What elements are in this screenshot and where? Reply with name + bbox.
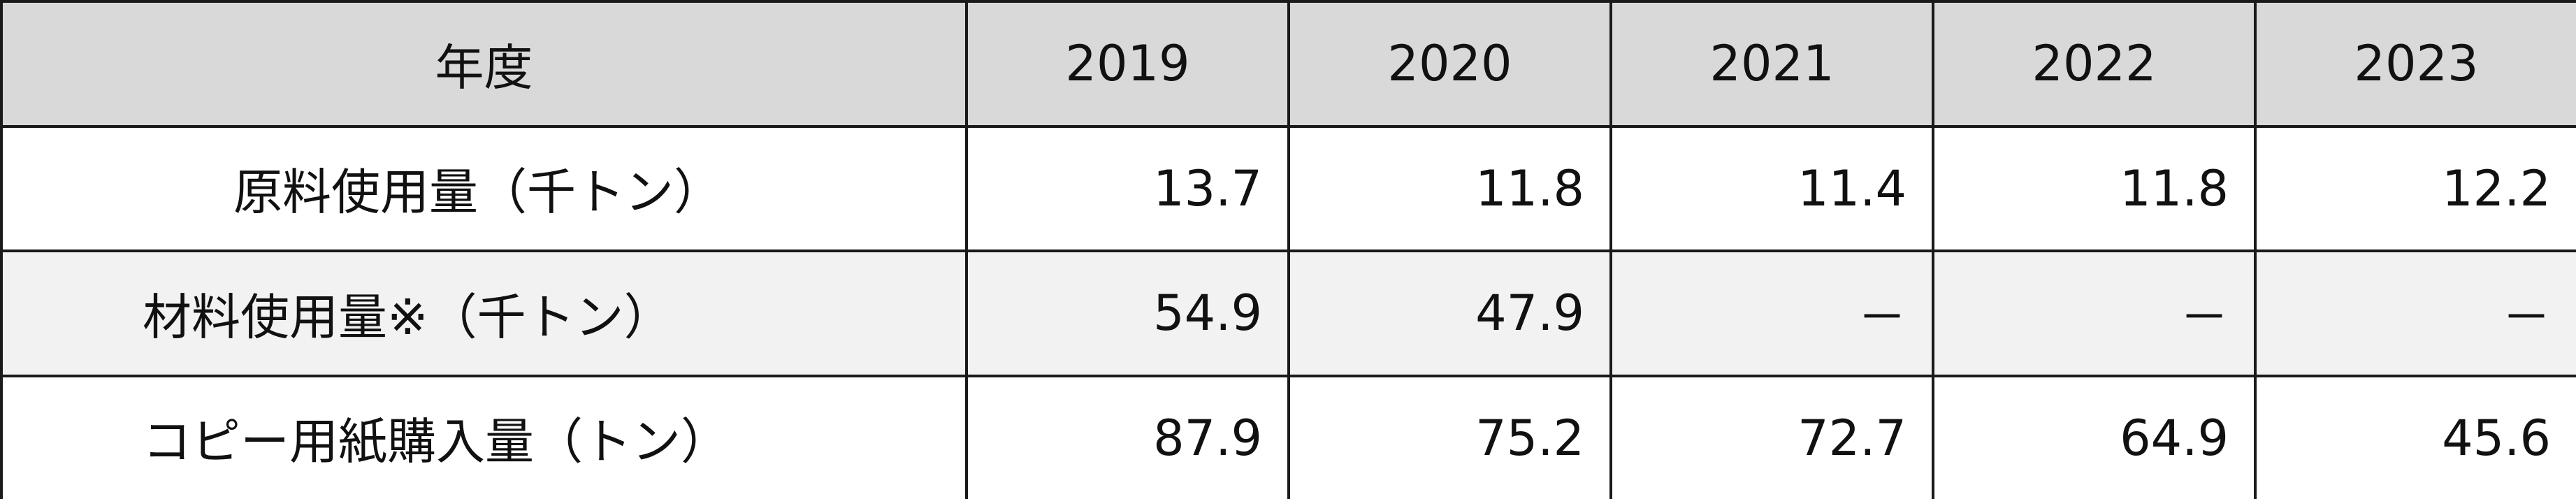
value-cell: 72.7 [1609,374,1934,499]
header-row: 年度 2019 2020 2021 2022 2023 [0,0,2576,128]
value-cell: 13.7 [965,124,1290,252]
year-header: 2019 [965,0,1290,128]
row-label: 原料使用量（千トン） [0,124,968,252]
value-cell: 87.9 [965,374,1290,499]
table-row: 原料使用量（千トン） 13.7 11.8 11.4 11.8 12.2 [0,124,2576,252]
header-label: 年度 [0,0,968,128]
row-label: コピー用紙購入量（トン） [0,374,968,499]
year-header: 2020 [1287,0,1612,128]
value-cell: 45.6 [2254,374,2576,499]
value-cell: － [2254,249,2576,377]
table-header: 年度 2019 2020 2021 2022 2023 [0,0,2576,128]
value-cell: 11.8 [1932,124,2257,252]
value-cell: － [1609,249,1934,377]
table-row: 材料使用量※（千トン） 54.9 47.9 －－－ [0,249,2576,377]
table-body: 原料使用量（千トン） 13.7 11.8 11.4 11.8 12.2 材料使用量※（千トン… [0,124,2576,499]
year-header: 2023 [2254,0,2576,128]
year-header: 2021 [1609,0,1934,128]
value-cell: 75.2 [1287,374,1612,499]
row-label: 材料使用量※（千トン） [0,249,968,377]
value-cell: － [1932,249,2257,377]
value-cell: 64.9 [1932,374,2257,499]
value-cell: 54.9 [965,249,1290,377]
value-cell: 47.9 [1287,249,1612,377]
value-cell: 11.8 [1287,124,1612,252]
table-row: コピー用紙購入量（トン） 87.9 75.2 72.7 64.9 45.6 [0,374,2576,499]
value-cell: 12.2 [2254,124,2576,252]
year-header: 2022 [1932,0,2257,128]
value-cell: 11.4 [1609,124,1934,252]
